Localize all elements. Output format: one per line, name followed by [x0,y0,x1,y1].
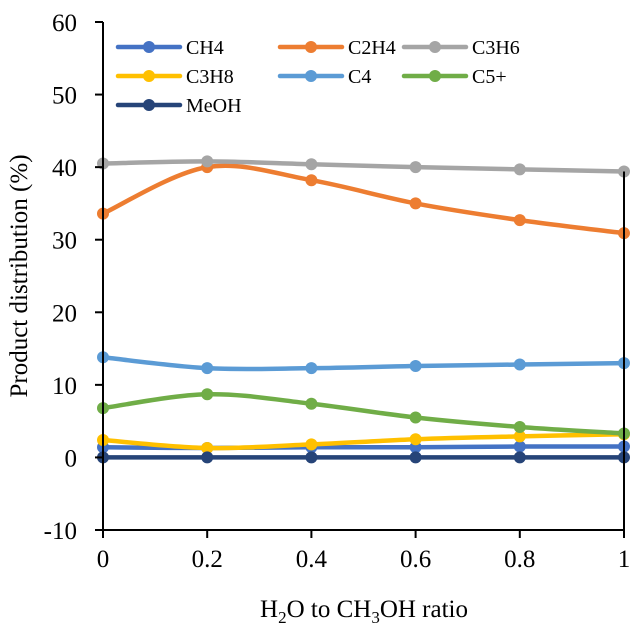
x-ticks: 0 0.2 0.4 0.6 0.8 1 [97,530,631,573]
legend-item: C4 [277,66,371,88]
legend-item: C5+ [401,66,507,88]
legend-label: CH4 [186,37,224,59]
data-point [513,430,526,443]
data-point [513,440,526,453]
series-c4 [97,351,630,375]
data-point [409,359,422,372]
data-point [305,362,318,375]
data-point [409,411,422,424]
data-point [409,451,422,464]
data-point [201,388,214,401]
legend-label: C3H6 [472,37,520,59]
series-line [100,159,627,174]
series-layer [97,155,630,464]
legend-swatch-marker [305,41,317,53]
y-tick-label: 50 [52,83,77,110]
y-ticks: -10 0 10 20 30 40 50 60 [44,10,103,545]
y-tick-label: -10 [44,518,77,545]
data-point [305,174,318,187]
legend-swatch-marker [143,70,155,82]
legend: CH4 C2H4 C3H6 C3H8 C4 C5+ MeOH [115,37,520,117]
legend-swatch-marker [143,99,155,111]
legend-item: MeOH [115,95,242,117]
x-tick-label: 0.2 [192,546,223,573]
data-point [513,358,526,371]
legend-item: CH4 [115,37,224,59]
legend-item: C2H4 [277,37,396,59]
legend-label: C2H4 [348,37,396,59]
series-c5-plus [97,388,630,440]
legend-item: C3H8 [115,66,234,88]
data-point [513,214,526,227]
data-point [201,155,214,168]
legend-swatch-marker [143,41,155,53]
data-point [513,163,526,176]
y-tick-label: 0 [65,445,78,472]
y-tick-label: 20 [52,300,77,327]
series-c3h8 [97,428,630,454]
series-meoh [97,451,630,464]
x-tick-label: 0 [97,546,110,573]
series-line [100,355,627,372]
y-tick-label: 10 [52,373,77,400]
x-tick-label: 0.8 [504,546,535,573]
series-c2h4 [97,161,630,240]
series-line [100,431,627,451]
data-point [201,362,214,375]
data-point [513,451,526,464]
legend-item: C3H6 [401,37,520,59]
data-point [409,161,422,174]
x-tick-label: 0.4 [296,546,328,573]
legend-label: C3H8 [186,66,234,88]
y-tick-label: 30 [52,228,77,255]
data-point [513,420,526,433]
y-tick-label: 40 [52,155,77,182]
series-line [100,163,627,236]
legend-swatch-marker [429,41,441,53]
axes [95,22,625,531]
y-axis-title: Product distribution (%) [6,154,33,397]
data-point [409,197,422,210]
legend-label: MeOH [186,95,242,117]
data-point [201,451,214,464]
data-point [305,158,318,171]
y-tick-label: 60 [52,10,77,37]
legend-swatch-marker [429,70,441,82]
legend-swatch-marker [305,70,317,82]
data-point [305,397,318,410]
legend-label: C5+ [472,66,507,88]
x-tick-label: 1 [618,546,631,573]
x-tick-label: 0.6 [400,546,431,573]
data-point [409,433,422,446]
data-point [305,451,318,464]
x-axis-title: H2O to CH3OH ratio [260,596,468,627]
data-point [201,441,214,454]
data-point [305,438,318,451]
series-line [100,392,627,436]
legend-label: C4 [348,66,371,88]
